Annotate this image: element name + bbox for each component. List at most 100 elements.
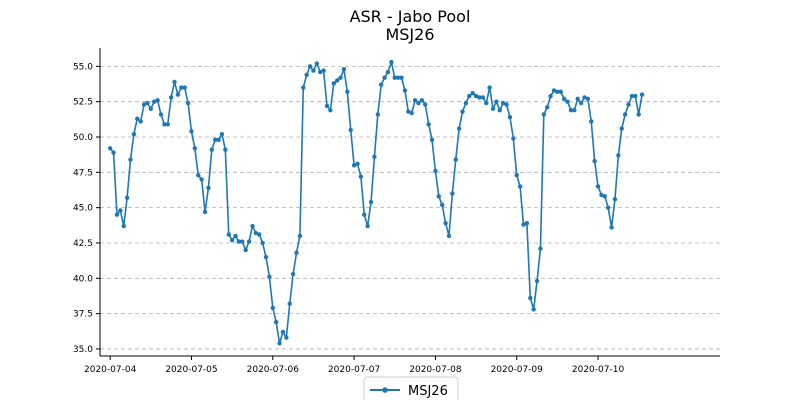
data-point (456, 126, 462, 131)
axes (99, 48, 720, 357)
data-point (328, 107, 333, 113)
data-point (419, 98, 425, 103)
data-point (226, 232, 231, 237)
data-point (355, 161, 360, 167)
data-point (168, 95, 174, 100)
data-point (409, 110, 414, 116)
x-tick-label: 2020-07-08 (409, 365, 462, 375)
data-point (484, 100, 489, 106)
x-tick-label: 2020-07-09 (491, 365, 544, 375)
y-tick-label: 40.0 (73, 274, 93, 284)
x-tick-label: 2020-07-07 (328, 365, 380, 375)
data-point (385, 69, 391, 75)
data-point (314, 61, 320, 66)
data-point (365, 223, 370, 229)
data-point (399, 75, 404, 80)
data-point (172, 79, 177, 85)
data-point (223, 147, 228, 152)
data-point (453, 157, 458, 162)
data-point (395, 75, 401, 80)
x-tick-label: 2020-07-04 (84, 365, 137, 375)
data-point (267, 274, 272, 280)
data-point (622, 112, 628, 117)
data-point (416, 100, 421, 106)
data-point (131, 131, 137, 137)
data-point (602, 194, 608, 199)
data-point (368, 199, 374, 205)
data-point (243, 247, 248, 253)
data-point (551, 88, 557, 93)
data-point (165, 122, 170, 127)
y-tick-label: 47.5 (73, 168, 93, 178)
data-point (145, 100, 150, 106)
data-point (616, 153, 621, 158)
data-point (511, 136, 516, 141)
data-point (189, 129, 194, 134)
grid-lines (100, 65, 720, 350)
y-tick-label: 52.5 (73, 98, 93, 108)
data-point (358, 174, 364, 179)
data-point (304, 72, 309, 78)
data-point (212, 137, 218, 143)
y-ticks: 35.0 37.5 40.0 42.5 45.0 47.5 50.0 52.5 55.0 (73, 62, 100, 355)
data-point (124, 195, 130, 200)
legend-box (363, 376, 459, 400)
data-point (504, 102, 509, 107)
data-point (487, 85, 492, 90)
data-point (141, 102, 147, 107)
data-point (500, 100, 506, 106)
data-point (209, 147, 214, 152)
data-point (561, 96, 567, 102)
data-point (331, 81, 336, 86)
data-point (199, 177, 204, 182)
data-point (534, 278, 540, 284)
data-point (589, 119, 594, 124)
data-point (612, 196, 618, 202)
data-point (541, 112, 547, 117)
data-point (402, 88, 408, 93)
data-point (406, 109, 411, 114)
data-point (294, 250, 299, 256)
data-point (257, 232, 262, 237)
data-point (263, 254, 269, 260)
data-point (284, 335, 289, 340)
data-point (348, 127, 353, 133)
y-tick-label: 50.0 (73, 133, 93, 143)
legend: MSJ26 (363, 376, 459, 400)
data-point (467, 93, 472, 99)
legend-label: MSJ26 (408, 384, 448, 399)
data-point (633, 93, 638, 99)
data-point (162, 122, 167, 127)
data-point (636, 112, 641, 117)
data-point (185, 100, 191, 106)
x-ticks: 2020-07-04 2020-07-05 2020-07-06 2020-07-07… (84, 356, 624, 375)
data-point (392, 75, 397, 80)
data-point (595, 184, 601, 189)
data-point (585, 96, 591, 102)
data-point (216, 137, 221, 143)
data-point (423, 102, 428, 107)
data-point (538, 246, 543, 251)
data-point (118, 208, 123, 213)
data-point (497, 107, 502, 113)
data-point (606, 205, 611, 210)
data-point (236, 239, 242, 244)
data-point (626, 102, 631, 107)
data-point (412, 98, 418, 103)
data-point (250, 223, 255, 229)
data-point (531, 307, 536, 312)
data-point (619, 126, 624, 131)
chart-subtitle: MSJ26 (385, 25, 434, 44)
data-point (229, 237, 235, 243)
data-point (470, 91, 475, 96)
data-point (473, 93, 479, 99)
data-point (138, 119, 143, 124)
data-point (107, 146, 113, 151)
data-point (233, 233, 238, 239)
x-tick-label: 2020-07-05 (165, 365, 217, 375)
data-point (375, 112, 381, 117)
data-point (307, 64, 313, 69)
data-point (592, 158, 597, 164)
data-point (362, 212, 367, 217)
data-point (179, 85, 184, 90)
